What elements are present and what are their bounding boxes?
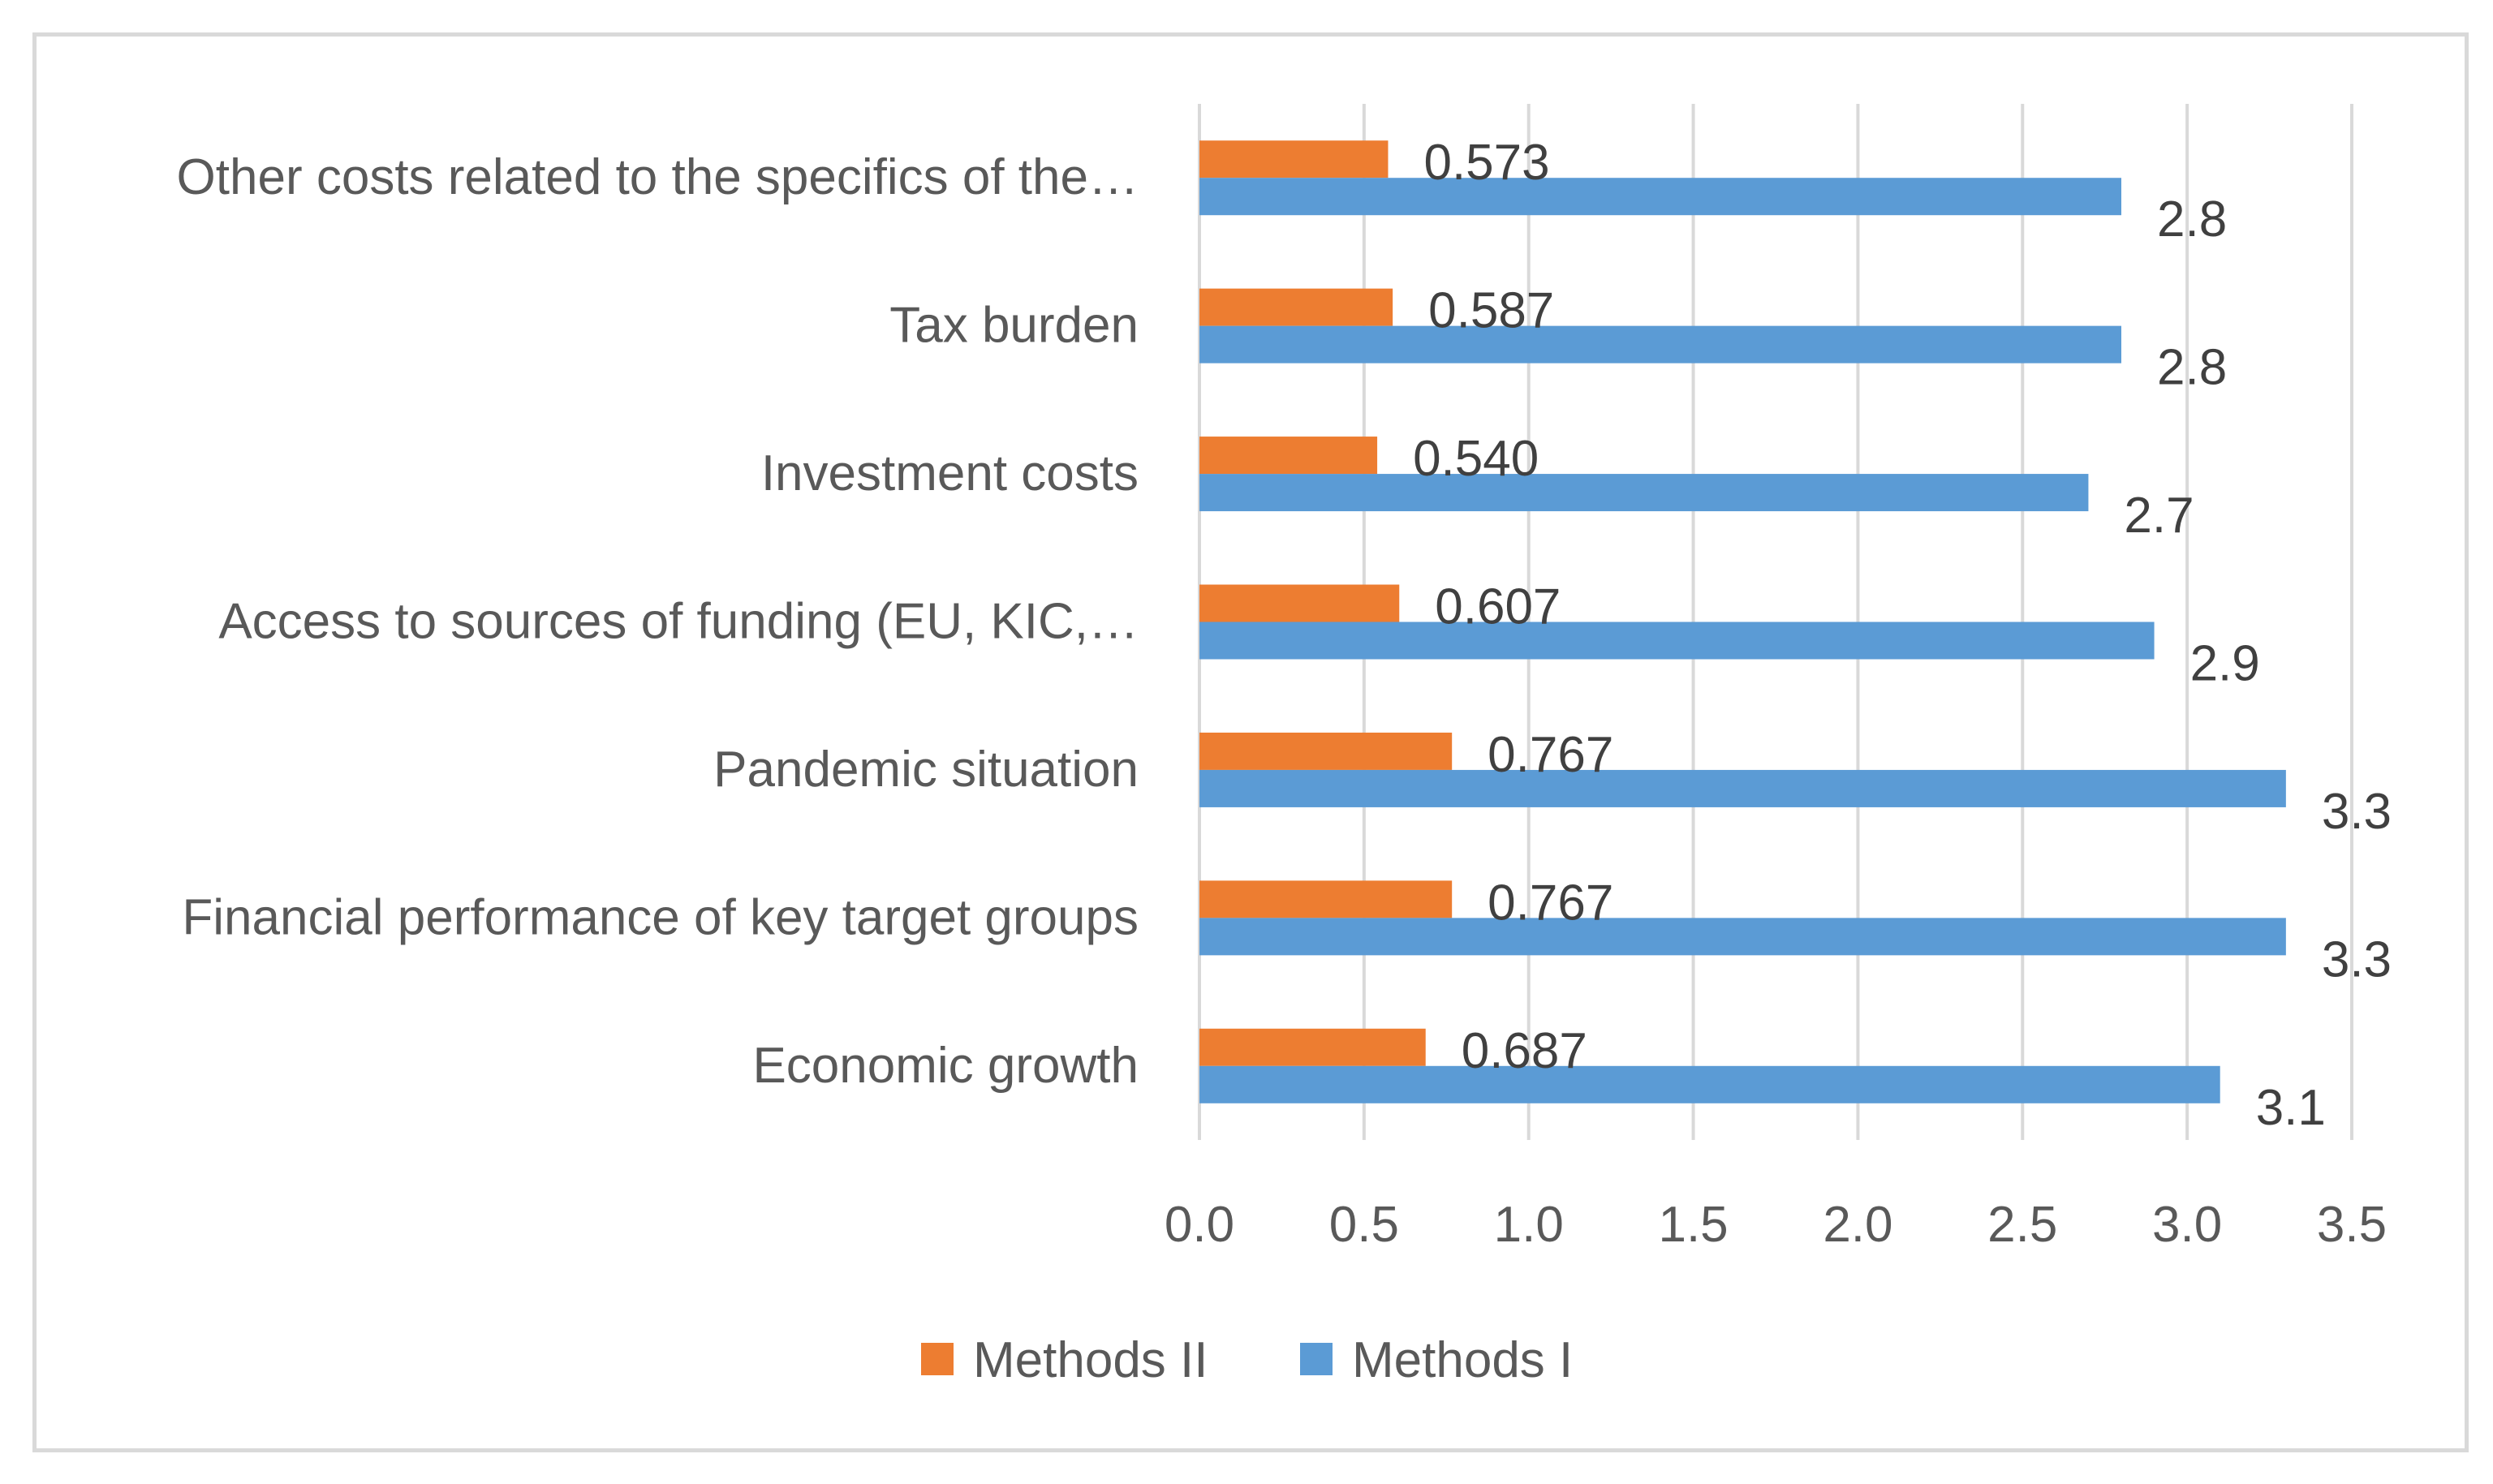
legend: Methods II Methods I [921,1332,1573,1388]
category-label: Financial performance of key target grou… [182,889,1139,945]
legend-label: Methods II [973,1332,1208,1388]
data-label: 3.3 [2322,784,2392,840]
x-tick-label: 2.5 [1987,1197,2057,1253]
data-label: 0.767 [1488,727,1613,783]
data-label: 2.9 [2190,636,2260,692]
x-tick-label: 1.5 [1658,1197,1728,1253]
bar-methods-i [1199,1065,2220,1103]
data-label: 3.3 [2322,931,2392,987]
bar-methods-i [1199,474,2089,512]
x-axis-ticks: 0.0 0.5 1.0 1.5 2.0 2.5 3.0 3.5 [1165,1197,2387,1253]
bar-methods-i [1199,918,2286,956]
legend-swatch [1300,1343,1333,1375]
x-tick-label: 0.0 [1165,1197,1234,1253]
data-label: 3.1 [2256,1080,2326,1136]
x-tick-label: 2.0 [1823,1197,1892,1253]
bar-methods-i [1199,622,2155,660]
category-label: Pandemic situation [713,742,1139,798]
bars [1199,140,2286,1103]
category-labels: Other costs related to the specifics of … [177,149,1139,1094]
data-label: 0.687 [1462,1023,1587,1079]
data-label: 0.573 [1423,135,1549,191]
bar-methods-ii [1199,880,1453,918]
data-label: 0.607 [1435,579,1561,635]
category-label: Tax burden [889,298,1139,354]
x-tick-label: 1.0 [1494,1197,1564,1253]
bar-methods-ii [1199,1028,1426,1066]
category-label: Economic growth [752,1038,1139,1094]
data-label: 0.587 [1428,283,1554,339]
bar-methods-ii [1199,584,1400,622]
bar-methods-i [1199,178,2121,216]
bar-methods-ii [1199,732,1453,770]
x-tick-label: 3.0 [2152,1197,2222,1253]
data-label: 0.540 [1413,431,1539,487]
legend-swatch [921,1343,954,1375]
category-label: Access to sources of funding (EU, KIC,… [218,594,1139,650]
bar-methods-ii [1199,437,1378,475]
data-label: 2.7 [2124,488,2194,544]
data-label: 2.8 [2157,191,2227,247]
category-label: Investment costs [761,445,1139,501]
data-labels: 0.573 2.8 0.587 2.8 0.540 2.7 0.607 2.9 0.767 3.3… [1413,135,2392,1136]
bar-methods-i [1199,769,2286,807]
data-label: 0.767 [1488,875,1613,931]
bar-methods-ii [1199,140,1389,179]
bar-methods-ii [1199,288,1393,326]
legend-label: Methods I [1352,1332,1573,1388]
bar-methods-i [1199,325,2121,363]
x-tick-label: 3.5 [2317,1197,2387,1253]
x-tick-label: 0.5 [1329,1197,1399,1253]
data-label: 2.8 [2157,340,2227,396]
category-label: Other costs related to the specifics of … [177,149,1139,205]
